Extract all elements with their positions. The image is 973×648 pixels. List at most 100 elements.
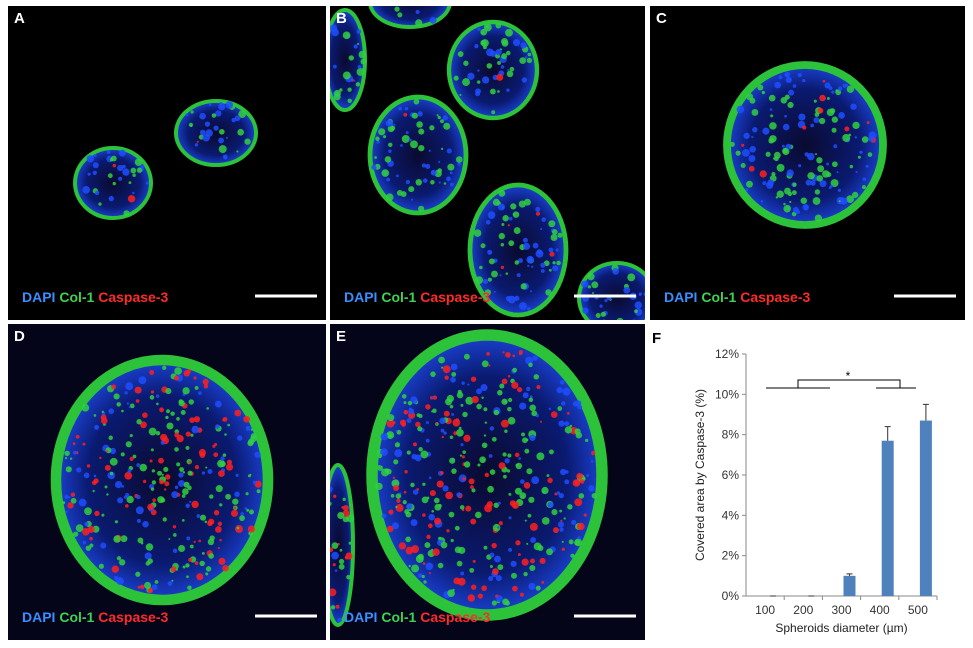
cell-dot: [523, 482, 531, 489]
cell-dot: [111, 384, 117, 390]
cell-dot: [238, 110, 247, 118]
cell-dot: [185, 113, 189, 117]
cell-dot: [93, 154, 97, 158]
cell-dot: [470, 518, 477, 525]
cell-dot: [82, 540, 87, 545]
cell-dot: [234, 491, 240, 498]
cell-dot: [520, 479, 525, 484]
cell-dot: [541, 580, 545, 584]
cell-dot: [132, 454, 137, 459]
cell-dot: [520, 42, 527, 49]
cell-dot: [792, 206, 799, 213]
cell-dot: [121, 485, 125, 488]
cell-dot: [740, 162, 746, 169]
cell-dot: [157, 470, 163, 476]
cell-dot: [774, 156, 779, 162]
cell-dot: [176, 417, 180, 421]
cell-dot: [390, 494, 395, 498]
cell-dot: [526, 386, 531, 392]
cell-dot: [558, 420, 565, 427]
cell-dot: [201, 471, 206, 475]
cell-dot: [784, 73, 788, 76]
cell-dot: [109, 158, 114, 162]
cell-dot: [479, 456, 486, 464]
cell-dot: [438, 536, 442, 541]
cell-dot: [512, 367, 518, 373]
cell-dot: [94, 510, 100, 517]
cell-dot: [121, 164, 126, 169]
cell-dot: [522, 392, 529, 399]
cell-dot: [437, 115, 441, 120]
cell-dot: [501, 378, 508, 385]
cell-dot: [501, 53, 508, 60]
cell-dot: [198, 391, 202, 395]
cell-dot: [222, 453, 227, 457]
cell-dot: [357, 42, 360, 46]
cell-dot: [123, 210, 130, 217]
cell-dot: [470, 376, 477, 382]
cell-dot: [420, 450, 429, 459]
cell-dot: [532, 242, 539, 249]
x-tick-label: 400: [870, 603, 890, 617]
cell-dot: [183, 370, 190, 377]
cell-dot: [405, 179, 411, 185]
cell-dot: [498, 232, 505, 240]
cell-dot: [217, 547, 220, 550]
cell-dot: [189, 544, 194, 549]
cell-dot: [557, 521, 565, 528]
cell-dot: [411, 545, 420, 554]
cell-dot: [432, 548, 440, 556]
cell-dot: [394, 449, 403, 458]
cell-dot: [489, 552, 495, 558]
cell-dot: [124, 471, 133, 480]
cell-dot: [548, 268, 552, 272]
cell-dot: [457, 51, 464, 57]
cell-dot: [219, 460, 226, 467]
cell-dot: [411, 198, 414, 201]
cell-dot: [342, 31, 351, 40]
cell-dot: [477, 463, 481, 467]
image-panel: [8, 6, 326, 320]
cell-dot: [208, 553, 214, 559]
cell-dot: [587, 285, 591, 289]
cell-dot: [92, 170, 97, 175]
cell-dot: [460, 403, 464, 407]
cell-dot: [429, 125, 435, 131]
cell-dot: [86, 464, 91, 468]
cell-dot: [378, 127, 381, 130]
cell-dot: [172, 525, 177, 529]
cell-dot: [99, 456, 102, 460]
stain-name: Col-1: [59, 609, 94, 625]
cell-dot: [746, 93, 754, 101]
cell-dot: [508, 516, 512, 520]
cell-dot: [554, 492, 558, 496]
cell-dot: [519, 592, 524, 597]
cell-dot: [431, 509, 435, 513]
cell-dot: [459, 505, 465, 510]
cell-dot: [522, 437, 528, 444]
cell-dot: [386, 177, 391, 182]
cell-dot: [76, 467, 82, 473]
cell-dot: [224, 433, 227, 436]
cell-dot: [136, 463, 141, 468]
cell-dot: [502, 452, 507, 457]
cell-dot: [493, 409, 500, 416]
cell-dot: [533, 374, 539, 380]
cell-dot: [560, 468, 567, 476]
cell-dot: [506, 70, 514, 78]
image-panels: A DAPI Col-1 Caspase-3 B DAPI Col-1 Caspase…: [8, 6, 965, 640]
cell-dot: [482, 278, 489, 285]
cell-dot: [562, 387, 571, 396]
cell-dot: [766, 181, 774, 189]
cell-dot: [405, 503, 413, 510]
cell-dot: [559, 509, 563, 513]
error-bar: [884, 426, 891, 441]
cell-dot: [439, 417, 446, 425]
cell-dot: [205, 466, 208, 469]
cell-dot: [436, 114, 439, 117]
cell-dot: [162, 517, 167, 522]
cell-dot: [751, 135, 754, 139]
cell-dot: [378, 128, 386, 136]
cell-dot: [837, 86, 843, 91]
cell-dot: [552, 527, 559, 534]
